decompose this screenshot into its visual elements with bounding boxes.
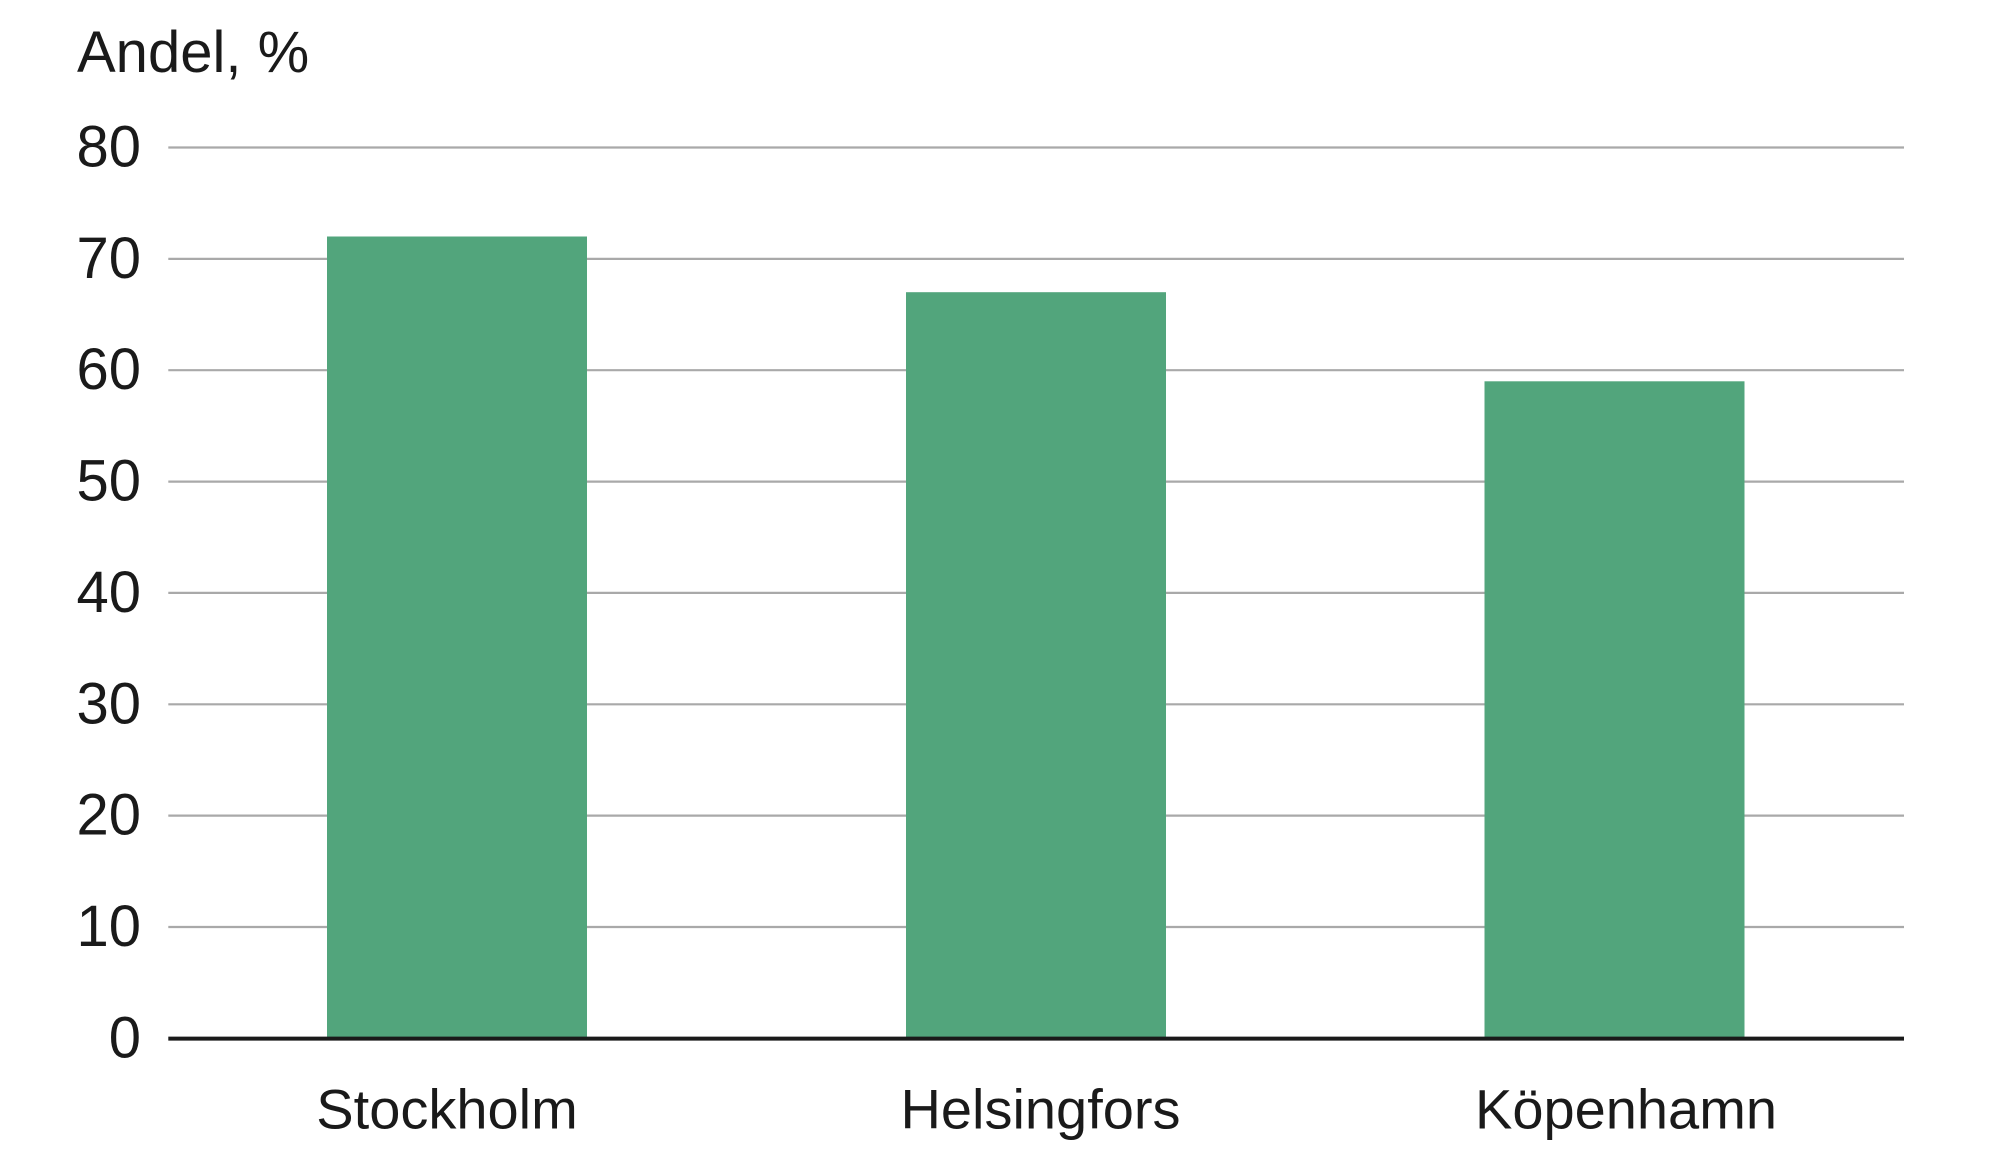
svg-text:40: 40 (76, 560, 141, 625)
svg-text:20: 20 (76, 783, 141, 848)
svg-text:Andel, %: Andel, % (77, 20, 309, 85)
svg-text:0: 0 (109, 1006, 141, 1071)
svg-text:80: 80 (76, 115, 141, 180)
svg-text:70: 70 (76, 226, 141, 291)
svg-text:Stockholm: Stockholm (316, 1078, 577, 1141)
svg-text:50: 50 (76, 449, 141, 514)
svg-text:Helsingfors: Helsingfors (900, 1078, 1180, 1141)
svg-text:60: 60 (76, 337, 141, 402)
svg-text:10: 10 (76, 894, 141, 959)
svg-text:30: 30 (76, 671, 141, 736)
svg-text:Köpenhamn: Köpenhamn (1475, 1078, 1777, 1141)
